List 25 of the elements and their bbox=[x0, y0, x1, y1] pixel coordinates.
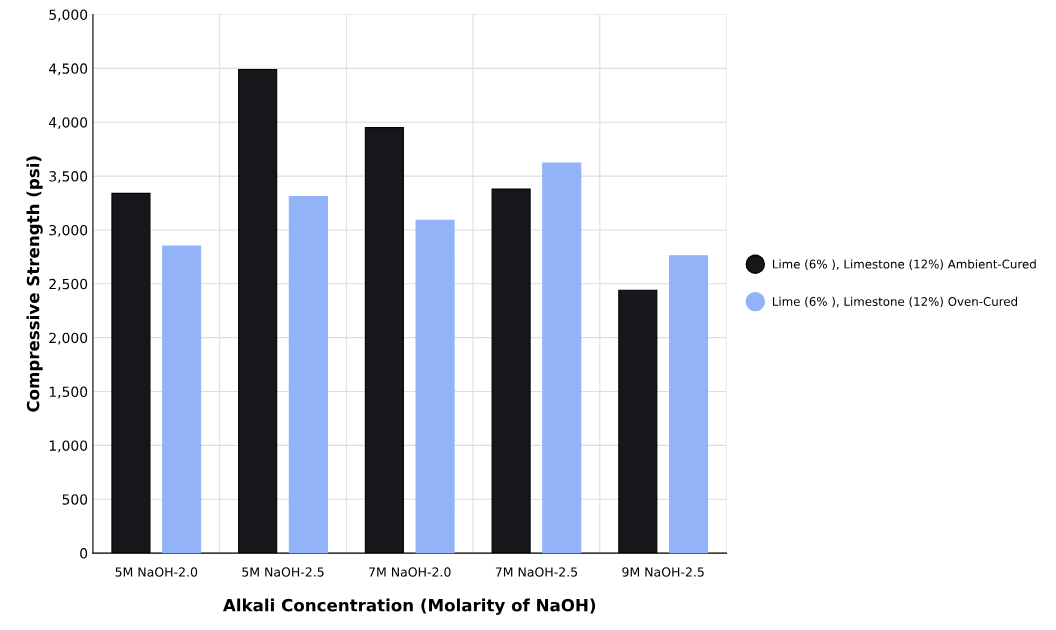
y-tick-label: 3,500 bbox=[49, 171, 88, 183]
y-tick-label: 0 bbox=[80, 548, 88, 559]
legend-label: Lime (6% ), Limestone (12%) Oven-Cured bbox=[772, 296, 1017, 308]
bar bbox=[415, 219, 455, 554]
x-axis-title: Alkali Concentration (Molarity of NaOH) bbox=[223, 598, 596, 615]
y-tick-label: 5,000 bbox=[49, 9, 88, 22]
bar bbox=[162, 245, 202, 554]
x-tick-label: 5M NaOH-2.0 bbox=[115, 567, 198, 577]
y-tick-label: 4,500 bbox=[48, 63, 88, 76]
y-tick-label: 2,000 bbox=[49, 332, 88, 345]
bar bbox=[668, 255, 709, 554]
bar bbox=[542, 162, 582, 554]
y-tick-label: 2,500 bbox=[49, 278, 88, 291]
y-axis-title: Compressive Strength (psi) bbox=[26, 156, 43, 412]
y-tick-label: 500 bbox=[62, 494, 88, 505]
y-tick-label: 1,000 bbox=[49, 440, 88, 453]
legend-label: Lime (6% ), Limestone (12%) Ambient-Cured bbox=[772, 259, 1036, 270]
x-tick-label: 7M NaOH-2.0 bbox=[369, 567, 451, 577]
y-tick-label: 4,000 bbox=[48, 117, 88, 130]
bar bbox=[288, 195, 328, 554]
x-tick-label: 5M NaOH-2.5 bbox=[242, 567, 324, 577]
y-tick-label: 3,000 bbox=[49, 224, 88, 237]
y-tick-label: 1,500 bbox=[49, 386, 88, 399]
x-tick-label: 9M NaOH-2.5 bbox=[622, 567, 704, 577]
x-tick-label: 7M NaOH-2.5 bbox=[495, 567, 578, 577]
